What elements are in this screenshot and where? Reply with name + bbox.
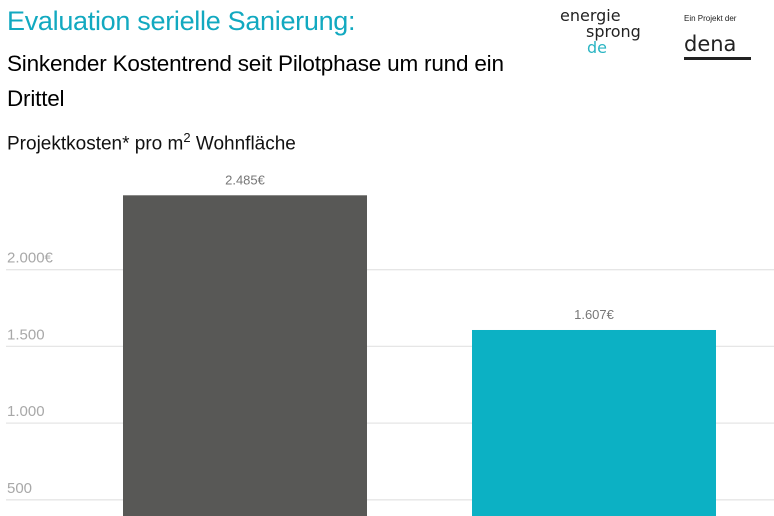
bar <box>123 195 367 516</box>
unit-label: Projektkosten* pro m2 Wohnfläche <box>7 130 296 155</box>
dena-caption: Ein Projekt der <box>684 14 737 23</box>
chart-subtitle: Sinkender Kostentrend seit Pilotphase um… <box>7 51 504 111</box>
y-tick-label: 500 <box>7 480 32 497</box>
chart-title: Evaluation serielle Sanierung: <box>7 6 356 36</box>
logo-line: energie <box>560 6 621 25</box>
data-label: 1.607€ <box>574 307 615 322</box>
dena-logo: dena <box>684 32 737 56</box>
logo-line: sprong <box>586 22 641 41</box>
unit-sup: 2 <box>183 130 191 145</box>
data-label: 2.485€ <box>225 172 266 187</box>
energiesprong-logo: energie sprong de <box>560 8 641 56</box>
unit-text: Projektkosten* pro m <box>7 133 184 155</box>
y-tick-label: 1.500 <box>7 326 45 343</box>
y-tick-label: 1.000 <box>7 403 45 420</box>
y-tick-label: 2.000€ <box>7 250 54 267</box>
logo-line: de <box>587 38 607 57</box>
bar <box>472 329 716 516</box>
dena-underline <box>684 57 751 60</box>
unit-suffix: Wohnfläche <box>190 133 296 155</box>
